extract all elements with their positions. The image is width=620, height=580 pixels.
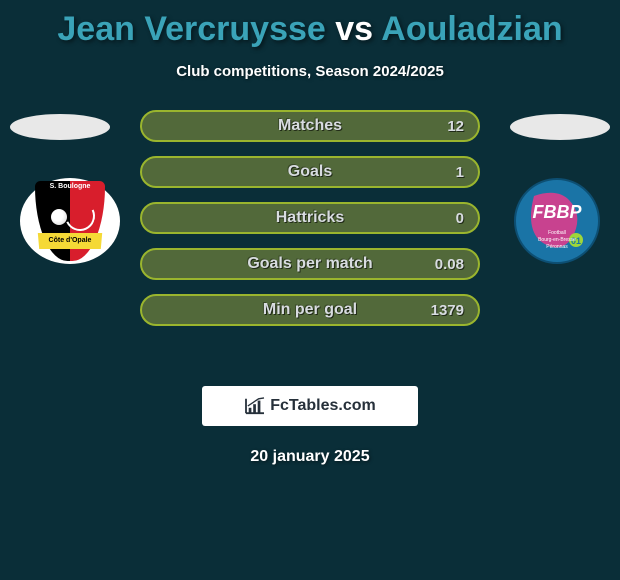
brand-box: FcTables.com <box>202 386 418 426</box>
stat-row: Matches 12 <box>140 110 480 142</box>
left-club-badge: S. Boulogne Côte d'Opale <box>20 178 120 264</box>
left-ellipse <box>10 114 110 140</box>
stat-rows: Matches 12 Goals 1 Hattricks 0 Goals per… <box>140 110 480 340</box>
vs-text: vs <box>335 10 373 48</box>
stats-arena: S. Boulogne Côte d'Opale FBBP 01 Footbal… <box>0 110 620 370</box>
stat-row: Min per goal 1379 <box>140 294 480 326</box>
stat-right-value: 0 <box>456 210 464 227</box>
subtitle: Club competitions, Season 2024/2025 <box>0 63 620 80</box>
right-club-badge: FBBP 01 Football Bourg-en-Bresse Péronna… <box>514 178 600 264</box>
right-club-text: FBBP <box>533 202 583 222</box>
stat-row: Goals per match 0.08 <box>140 248 480 280</box>
ball-icon <box>51 209 67 225</box>
comparison-title: Jean Vercruysse vs Aouladzian <box>0 0 620 49</box>
stat-row: Hattricks 0 <box>140 202 480 234</box>
chart-icon <box>244 397 266 415</box>
brand-suffix: Tables.com <box>289 397 376 414</box>
stat-label: Goals <box>142 163 478 181</box>
left-club-band-text: Côte d'Opale <box>35 233 105 249</box>
player2-name: Aouladzian <box>381 10 562 48</box>
brand-prefix: Fc <box>270 397 289 414</box>
stat-label: Hattricks <box>142 209 478 227</box>
right-club-icon: FBBP 01 Football Bourg-en-Bresse Péronna… <box>514 178 600 264</box>
stat-right-value: 1 <box>456 164 464 181</box>
svg-text:Péronnas: Péronnas <box>546 244 568 250</box>
svg-text:Bourg-en-Bresse: Bourg-en-Bresse <box>538 237 576 243</box>
right-ellipse <box>510 114 610 140</box>
left-club-top-text: S. Boulogne <box>35 183 105 190</box>
svg-text:Football: Football <box>548 230 566 236</box>
stat-row: Goals 1 <box>140 156 480 188</box>
stat-label: Matches <box>142 117 478 135</box>
stat-right-value: 0.08 <box>435 256 464 273</box>
stat-label: Min per goal <box>142 301 478 319</box>
brand-text: FcTables.com <box>270 397 376 415</box>
stat-label: Goals per match <box>142 255 478 273</box>
stat-right-value: 12 <box>447 118 464 135</box>
shield-icon: S. Boulogne Côte d'Opale <box>35 181 105 261</box>
date-text: 20 january 2025 <box>0 448 620 466</box>
player1-name: Jean Vercruysse <box>57 10 325 48</box>
stat-right-value: 1379 <box>431 302 464 319</box>
